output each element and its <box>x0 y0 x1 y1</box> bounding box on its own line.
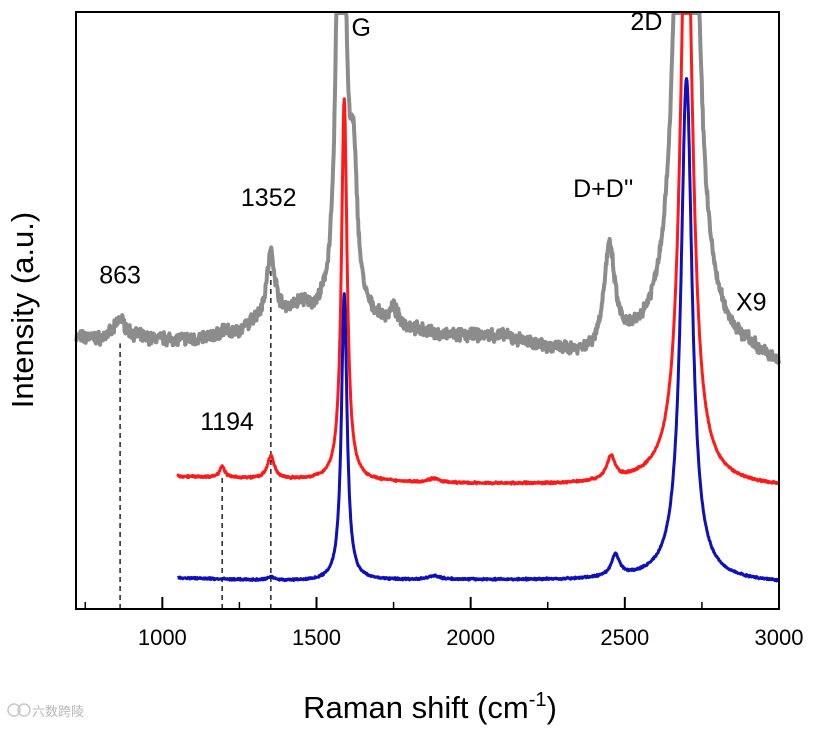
reference-lines <box>119 268 272 609</box>
annotation-1352: 1352 <box>241 184 297 212</box>
x-tick-label: 3000 <box>755 625 804 650</box>
y-axis-title: Intensity (a.u.) <box>5 212 40 408</box>
plot-frame <box>75 11 780 610</box>
series-line-gray <box>74 11 781 365</box>
annotation-863: 863 <box>99 262 141 290</box>
annotation-X9: X9 <box>736 289 767 317</box>
x-axis-ticks <box>84 597 780 609</box>
x-axis-title: Raman shift (cm-1) <box>303 689 557 725</box>
x-axis-tick-labels: 1000 1500 2000 2500 3000 <box>138 625 804 650</box>
watermark-text: 六数跨陵 <box>32 705 84 720</box>
x-tick-label: 1000 <box>138 625 187 650</box>
x-tick-label: 2500 <box>600 625 649 650</box>
series-layer <box>74 11 781 583</box>
watermark: 六数跨陵 <box>7 703 84 720</box>
annotation-G: G <box>351 14 370 42</box>
annotation-DD: D+D'' <box>573 175 633 203</box>
annotation-2D: 2D <box>630 8 662 36</box>
annotation-1194: 1194 <box>200 408 254 436</box>
series-line-blue <box>176 77 780 583</box>
x-axis-title-superscript: -1 <box>529 689 547 711</box>
watermark-logo-icon <box>7 703 31 717</box>
x-tick-label: 2000 <box>446 625 495 650</box>
series-line-red <box>176 11 781 486</box>
peak-annotations: 863 1352 G 2D D+D'' X9 1194 <box>99 8 766 436</box>
x-tick-label: 1500 <box>292 625 341 650</box>
